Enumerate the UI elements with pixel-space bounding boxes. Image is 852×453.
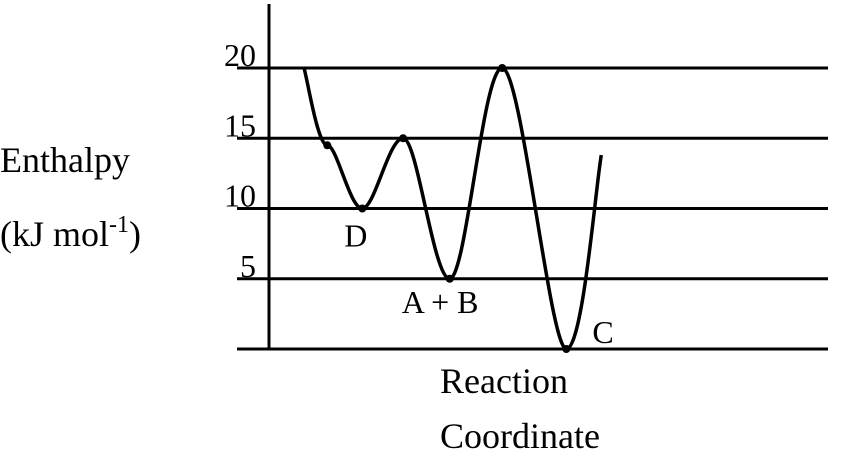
x-axis-label-line1: Reaction [440,361,568,401]
y-axis-label-line2: (kJ mol-1) [0,212,141,254]
y-tick-label: 10 [224,178,256,214]
y-tick-labels: 5 10 15 20 [224,37,256,284]
y-tick-label: 20 [224,37,256,73]
stationary-point-marker [498,64,507,72]
x-axis-label-line2: Coordinate [440,416,600,453]
point-label: A + B [402,284,479,320]
point-label: C [592,314,613,350]
stationary-point-marker [358,204,367,213]
point-label: D [344,218,367,254]
stationary-point-marker [445,274,454,283]
y-axis-label-line1: Enthalpy [0,140,130,180]
grid-lines [237,66,828,281]
stationary-point-marker [562,345,571,353]
stationary-point-marker [323,141,332,150]
y-tick-label: 5 [240,248,256,284]
stationary-point-marker [399,134,408,143]
y-tick-label: 15 [224,107,256,143]
stationary-points: D A + B C [323,64,614,353]
